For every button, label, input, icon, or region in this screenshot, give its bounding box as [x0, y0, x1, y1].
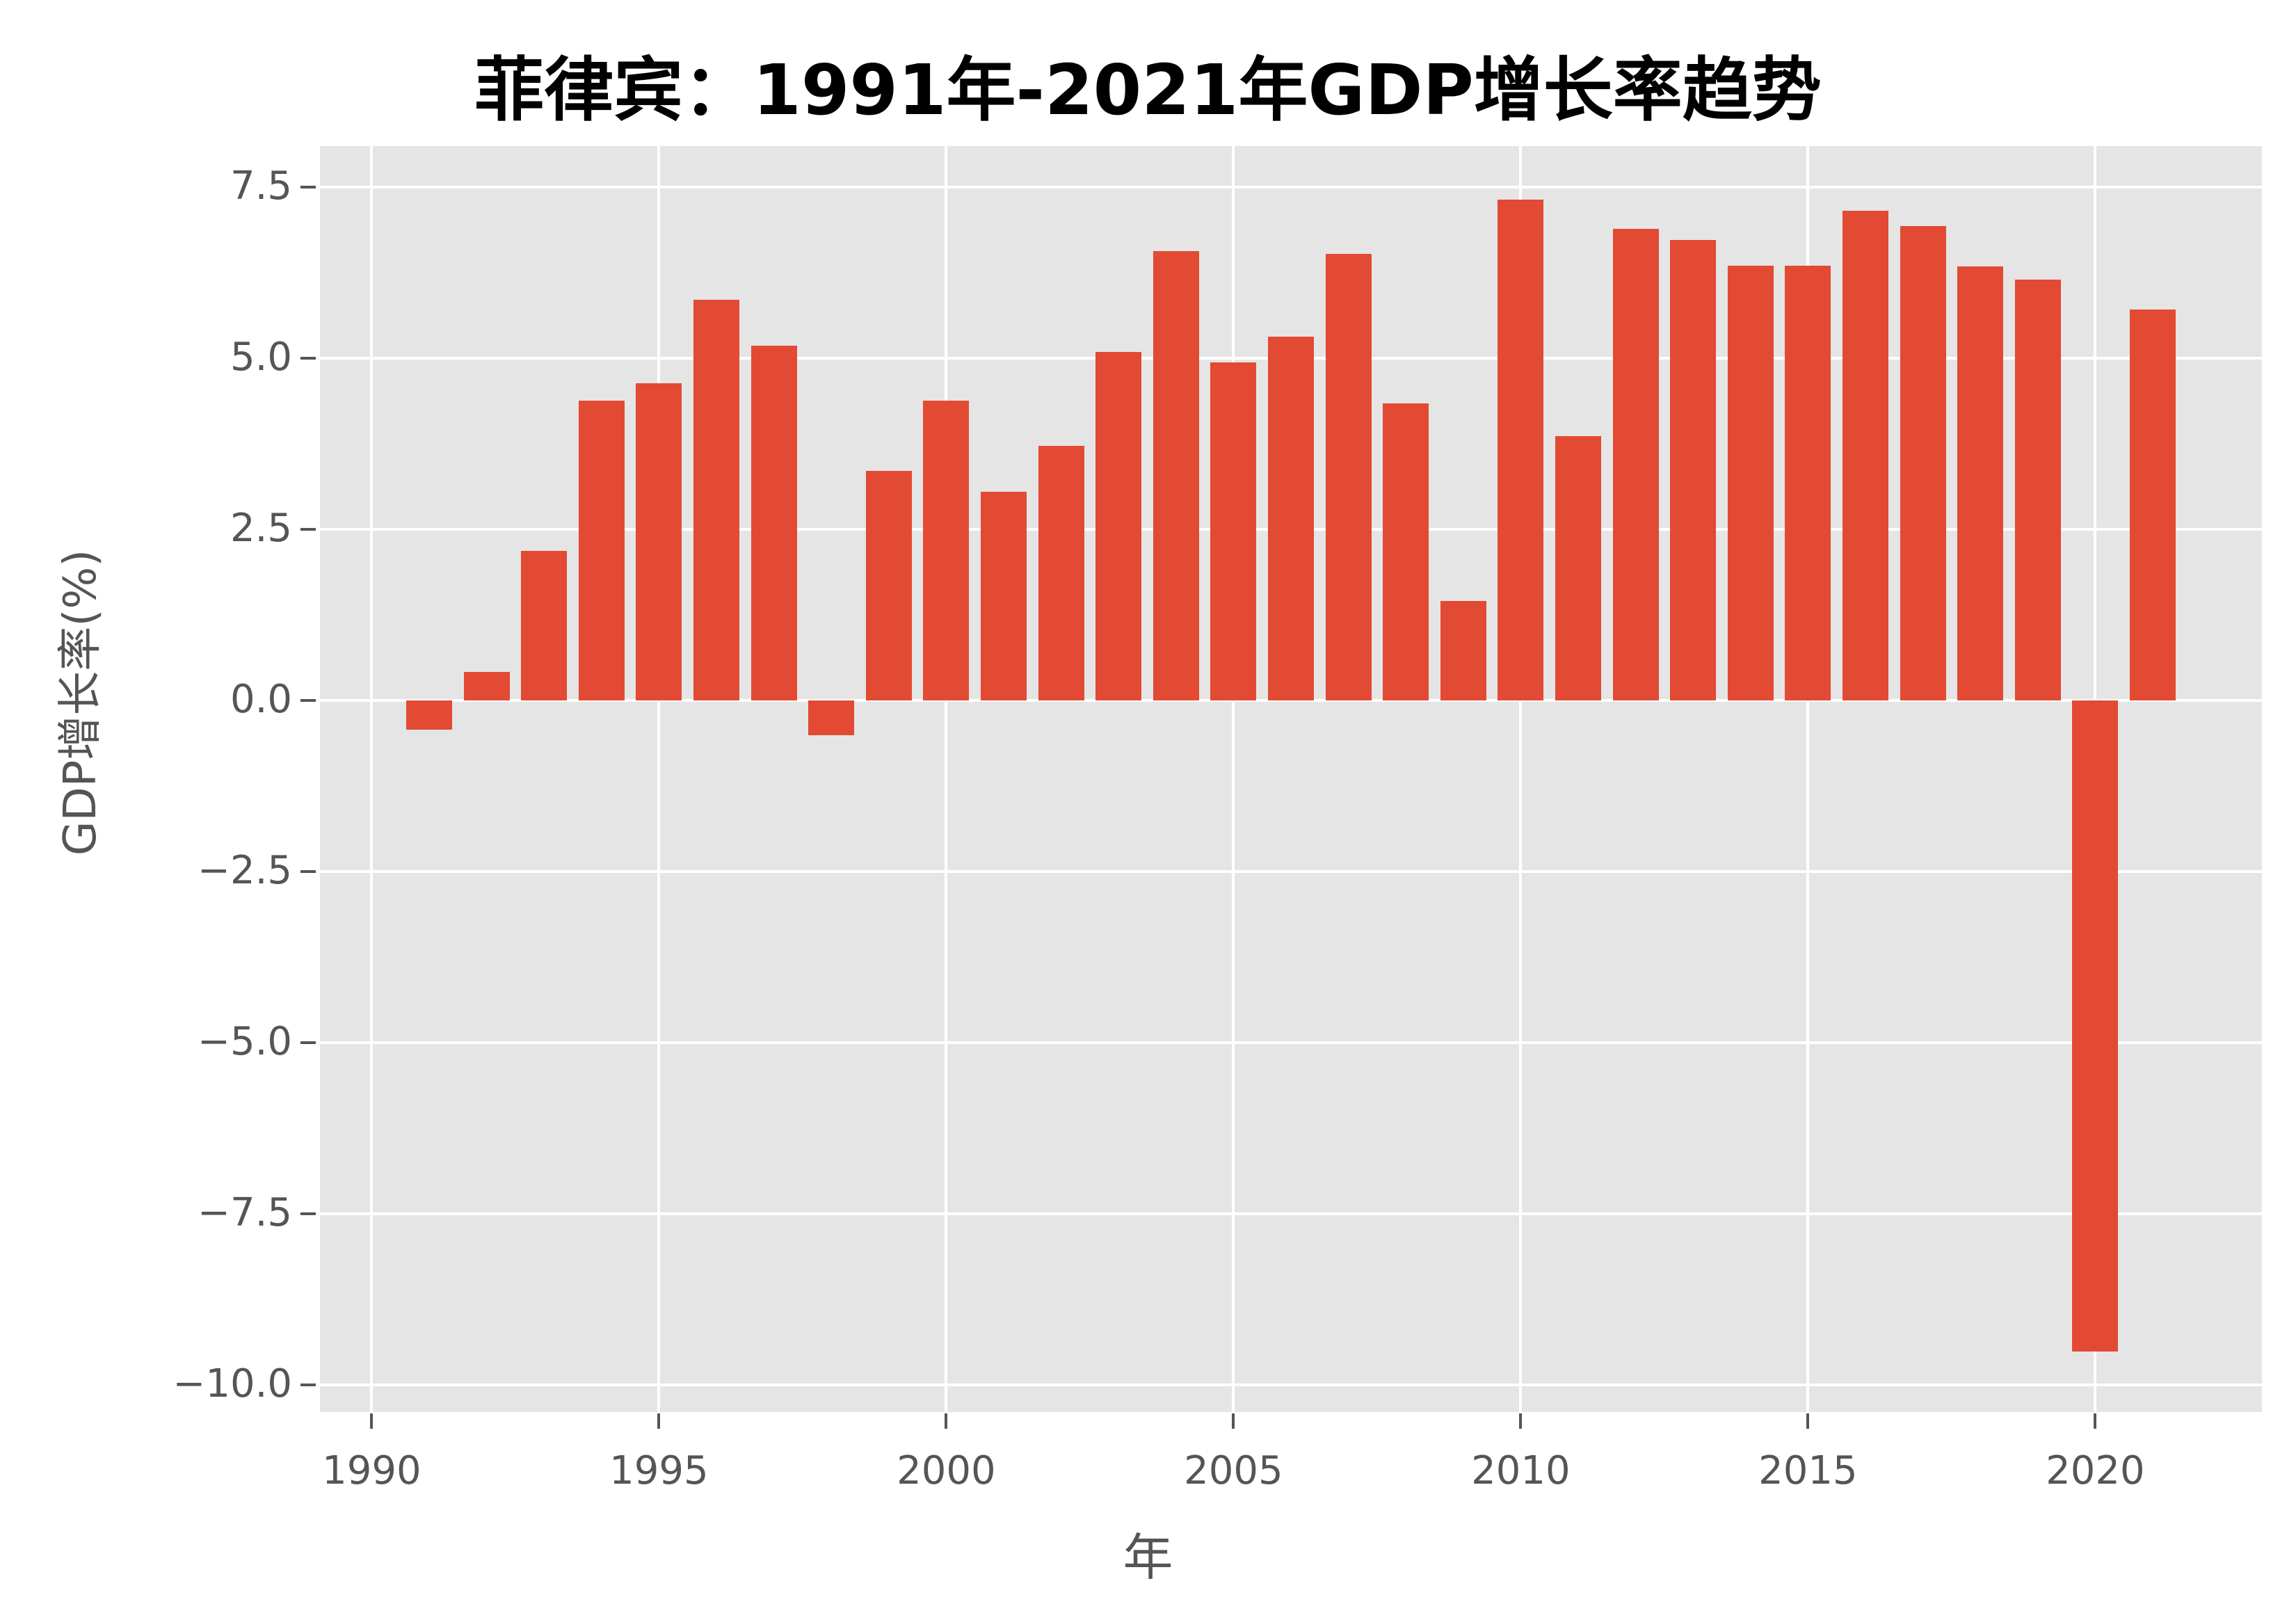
bar-1992	[463, 671, 510, 700]
bar-2001	[980, 491, 1027, 700]
bar-1997	[750, 346, 797, 700]
bar-2003	[1095, 352, 1142, 700]
bar-2008	[1383, 403, 1429, 700]
bar-1994	[578, 400, 625, 700]
x-tick-label: 2020	[2046, 1448, 2145, 1493]
y-tick-label: −7.5	[198, 1189, 292, 1235]
x-gridline	[1519, 146, 1523, 1412]
bar-2013	[1670, 239, 1717, 700]
x-tick-mark	[1806, 1413, 1810, 1429]
x-tick-label: 2005	[1184, 1448, 1283, 1493]
x-gridline	[657, 146, 661, 1412]
y-gridline	[320, 186, 2262, 189]
bar-1999	[865, 471, 912, 700]
x-gridline	[1232, 146, 1235, 1412]
x-tick-mark	[1232, 1413, 1235, 1429]
y-tick-mark	[300, 1383, 316, 1386]
bar-2021	[2130, 310, 2176, 700]
y-tick-mark	[300, 356, 316, 360]
x-tick-mark	[945, 1413, 948, 1429]
bar-2016	[1842, 211, 1889, 700]
bar-2011	[1555, 436, 1602, 700]
y-tick-label: 7.5	[230, 163, 292, 209]
x-tick-label: 1990	[322, 1448, 422, 1493]
y-gridline	[320, 1383, 2262, 1386]
x-tick-label: 2000	[897, 1448, 996, 1493]
y-tick-mark	[300, 869, 316, 873]
bar-2012	[1612, 229, 1659, 700]
y-tick-label: 5.0	[230, 334, 292, 380]
x-tick-label: 2015	[1758, 1448, 1858, 1493]
y-tick-label: 2.5	[230, 505, 292, 551]
bar-2009	[1440, 601, 1486, 700]
x-tick-label: 2010	[1471, 1448, 1571, 1493]
y-gridline	[320, 1212, 2262, 1215]
bar-2019	[2014, 279, 2061, 700]
bar-2006	[1267, 337, 1315, 700]
bar-2005	[1210, 362, 1257, 700]
bar-2000	[923, 400, 970, 700]
bar-2004	[1153, 250, 1199, 700]
bar-2007	[1325, 254, 1372, 700]
y-tick-label: −2.5	[198, 847, 292, 893]
x-axis-label: 年	[1123, 1528, 1173, 1587]
y-tick-label: 0.0	[230, 676, 292, 722]
x-tick-mark	[657, 1413, 661, 1429]
plot-area	[320, 146, 2262, 1412]
y-tick-mark	[300, 1212, 316, 1215]
x-tick-mark	[2094, 1413, 2097, 1429]
x-gridline	[370, 146, 374, 1412]
y-tick-label: −5.0	[198, 1018, 292, 1064]
bar-2020	[2072, 700, 2119, 1352]
y-gridline	[320, 1041, 2262, 1044]
bar-2002	[1038, 445, 1084, 700]
y-tick-mark	[300, 527, 316, 531]
x-tick-label: 1995	[609, 1448, 709, 1493]
bar-2015	[1785, 266, 1831, 700]
x-tick-mark	[1519, 1413, 1523, 1429]
bar-1996	[693, 300, 739, 700]
chart-title: 菲律宾：1991年-2021年GDP增长率趋势	[474, 49, 1822, 131]
y-tick-mark	[300, 186, 316, 189]
bar-1998	[808, 700, 855, 736]
bar-2010	[1498, 199, 1544, 700]
y-gridline	[320, 869, 2262, 873]
bar-1993	[521, 551, 568, 700]
bar-1995	[636, 383, 682, 700]
x-gridline	[945, 146, 948, 1412]
bar-2014	[1727, 266, 1774, 700]
bar-2018	[1957, 266, 2004, 700]
y-tick-mark	[300, 698, 316, 702]
x-gridline	[1806, 146, 1810, 1412]
y-tick-label: −10.0	[172, 1361, 292, 1406]
y-gridline	[320, 698, 2262, 702]
bar-2017	[1900, 226, 1946, 700]
x-tick-mark	[370, 1413, 374, 1429]
bar-1991	[406, 700, 452, 730]
y-tick-mark	[300, 1041, 316, 1044]
